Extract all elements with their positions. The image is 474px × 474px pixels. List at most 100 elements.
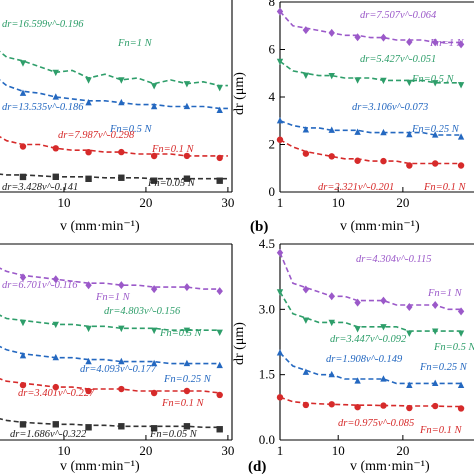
data-point: [183, 387, 191, 395]
data-point: [276, 248, 284, 257]
data-point: [406, 381, 413, 388]
data-point: [457, 133, 465, 140]
data-point: [328, 153, 335, 160]
data-point: [457, 307, 465, 316]
data-point: [85, 99, 92, 106]
data-point: [183, 359, 191, 367]
data-point: [406, 162, 413, 169]
y-tick-label: 0: [269, 184, 276, 199]
panel-b-force-annotation-2: Fn=0.5 N: [411, 74, 454, 85]
fit-curve-1: [0, 314, 220, 331]
panel-d-label: (d): [248, 459, 266, 474]
data-point: [354, 128, 361, 135]
y-tick-label: 2: [269, 137, 276, 152]
fit-curve-3: [279, 396, 462, 408]
data-point: [150, 83, 158, 90]
panel-b-label: (b): [250, 219, 268, 235]
data-point: [85, 149, 92, 156]
x-tick-label: 1: [277, 195, 284, 210]
data-point: [432, 131, 439, 138]
x-tick-label: 20: [139, 195, 152, 210]
data-point: [276, 116, 284, 124]
data-point: [406, 404, 413, 412]
data-point: [85, 325, 92, 333]
panel-d-force-annotation-2: Fn=0.5 N: [433, 342, 474, 353]
data-point: [328, 401, 335, 408]
data-point: [432, 300, 439, 309]
x-tick-label: 10: [57, 195, 70, 210]
data-point: [457, 82, 465, 89]
data-point: [380, 402, 387, 409]
data-point: [19, 421, 27, 428]
panel-c-plot: 10 20 30 dr=6.701v^-0.116 Fn=1 N dr=4.803v…: [0, 243, 234, 474]
data-point: [150, 285, 158, 294]
data-point: [118, 77, 125, 84]
data-point: [276, 58, 284, 66]
data-point: [406, 302, 413, 311]
data-point: [19, 273, 27, 282]
panel-c-fit-annotation-1: dr=6.701v^-0.116: [2, 280, 78, 291]
data-point: [118, 98, 125, 106]
fit-curve-2: [279, 352, 462, 385]
data-point: [457, 40, 465, 49]
panel-c-force-annotation-3: Fn=0.25 N: [163, 374, 212, 385]
data-point: [302, 401, 310, 409]
data-point: [150, 152, 158, 160]
panel-c-force-annotation-1: Fn=1 N: [95, 292, 131, 303]
data-point: [276, 7, 284, 16]
data-point: [52, 353, 59, 361]
data-point: [406, 330, 413, 337]
panel-b-fit-annotation-1: dr=7.507v^-0.064: [360, 10, 437, 21]
data-point: [150, 177, 158, 184]
panel-c-force-annotation-2: Fn=0.5 N: [159, 328, 202, 339]
panel-c-x-axis-label: v (mm·min⁻¹): [60, 459, 140, 474]
data-point: [380, 324, 387, 331]
data-point: [216, 391, 223, 399]
fit-curve-2: [0, 135, 228, 157]
fit-curve-1: [0, 79, 228, 110]
panel-c-fit-annotation-4: dr=3.401v^-0.227: [18, 388, 95, 399]
data-point: [432, 328, 439, 335]
data-point: [328, 292, 335, 301]
data-point: [354, 403, 361, 411]
panel-a-force-annotation-3: Fn=0.1 N: [151, 144, 194, 155]
data-point: [85, 281, 92, 290]
x-tick-label: 1: [277, 443, 284, 458]
panel-c-fit-annotation-2: dr=4.803v^-0.156: [104, 306, 181, 317]
data-point: [302, 26, 310, 35]
data-point: [216, 177, 223, 184]
panel-a-force-annotation-1: Fn=1 N: [117, 38, 153, 49]
panel-a-x-axis-label: v (mm·min⁻¹): [60, 219, 140, 234]
fit-curve-4: [0, 418, 220, 429]
data-point: [19, 351, 27, 359]
data-point: [52, 145, 59, 152]
panel-d-force-annotation-4: Fn=0.1 N: [419, 425, 462, 436]
data-point: [183, 423, 191, 430]
data-point: [276, 289, 284, 296]
data-point: [457, 330, 465, 337]
data-point: [406, 79, 413, 87]
fit-curve-3: [279, 139, 462, 165]
panel-b-y-axis-label: dr (μm): [232, 72, 247, 115]
data-point: [19, 173, 27, 181]
data-point: [85, 424, 92, 431]
data-point: [328, 319, 335, 327]
data-point: [302, 72, 310, 80]
data-point: [183, 81, 191, 88]
x-tick-label: 10: [332, 195, 345, 210]
data-point: [380, 375, 387, 382]
data-point: [406, 38, 413, 46]
x-tick-label: 10: [332, 443, 345, 458]
data-point: [216, 361, 223, 369]
data-point: [302, 368, 310, 375]
panel-a-force-annotation-2: Fn=0.5 N: [109, 124, 152, 135]
data-point: [150, 389, 158, 397]
data-point: [52, 321, 59, 329]
panel-a-plot: 10 20 30 dr=16.599v^-0.196 Fn=1 N dr=13.53…: [0, 0, 234, 234]
data-point: [302, 126, 310, 133]
panel-b-force-annotation-4: Fn=0.1 N: [423, 182, 466, 193]
data-point: [328, 126, 335, 133]
data-point: [276, 394, 284, 401]
data-point: [85, 77, 92, 84]
panel-b-force-annotation-3: Fn=0.25 N: [411, 124, 460, 135]
